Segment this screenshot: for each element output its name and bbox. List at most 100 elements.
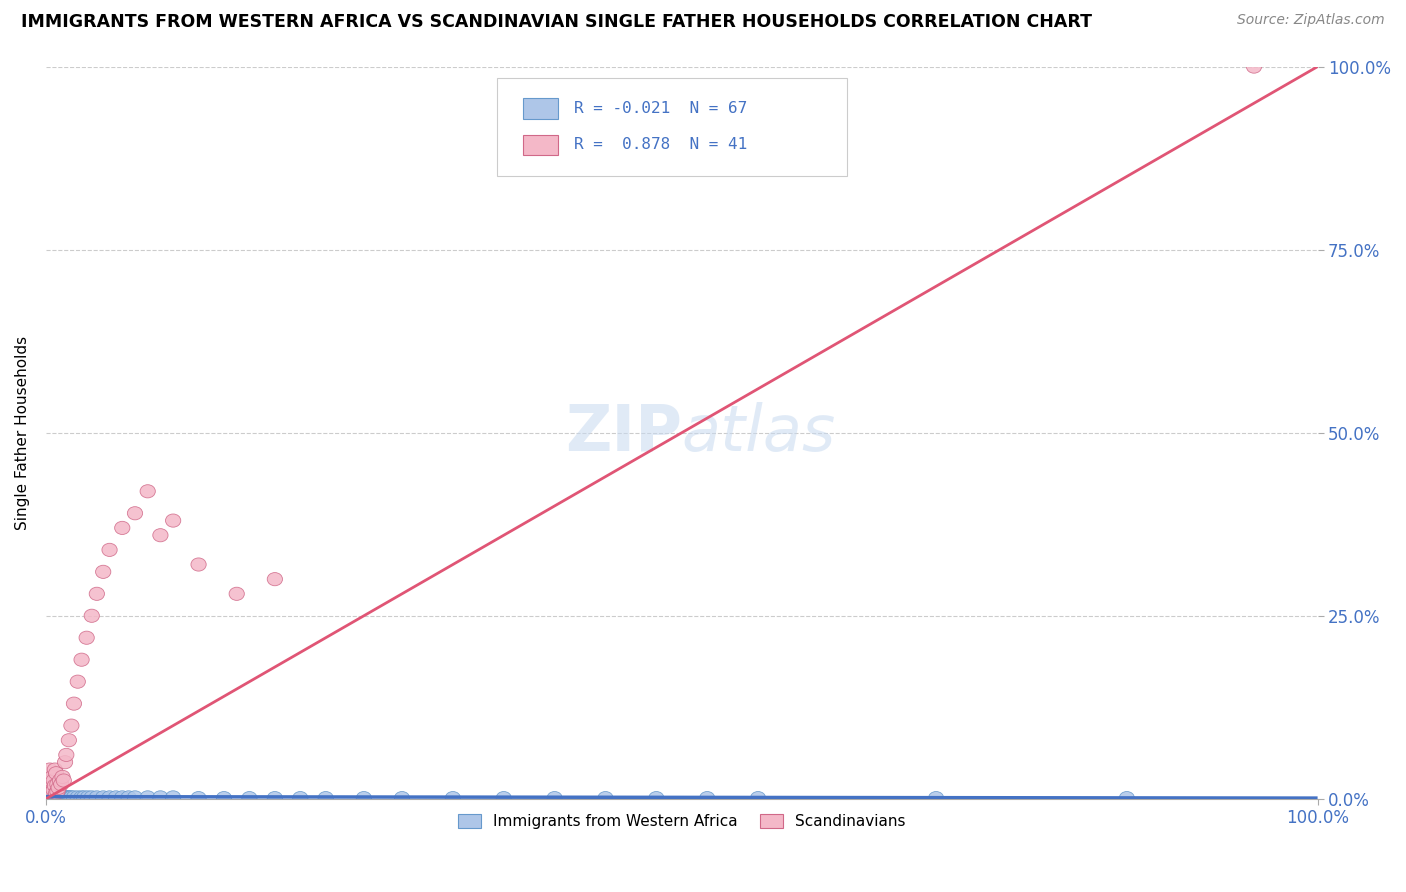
Ellipse shape — [128, 791, 142, 804]
Ellipse shape — [101, 543, 117, 557]
Legend: Immigrants from Western Africa, Scandinavians: Immigrants from Western Africa, Scandina… — [451, 808, 912, 835]
Ellipse shape — [598, 791, 613, 805]
Ellipse shape — [108, 791, 124, 804]
Ellipse shape — [53, 791, 69, 804]
Ellipse shape — [58, 791, 73, 804]
Text: R =  0.878  N = 41: R = 0.878 N = 41 — [574, 137, 747, 153]
Ellipse shape — [46, 791, 62, 804]
Ellipse shape — [42, 778, 58, 791]
Ellipse shape — [44, 789, 59, 802]
Ellipse shape — [84, 609, 100, 623]
Ellipse shape — [496, 791, 512, 805]
Ellipse shape — [42, 789, 58, 803]
Ellipse shape — [49, 791, 65, 804]
Ellipse shape — [80, 791, 96, 804]
Ellipse shape — [62, 791, 76, 804]
Ellipse shape — [217, 791, 232, 805]
Ellipse shape — [49, 787, 63, 799]
Ellipse shape — [318, 791, 333, 805]
Ellipse shape — [292, 791, 308, 805]
Ellipse shape — [39, 790, 55, 803]
Ellipse shape — [128, 507, 142, 520]
Ellipse shape — [55, 791, 70, 804]
Ellipse shape — [75, 791, 89, 804]
Text: IMMIGRANTS FROM WESTERN AFRICA VS SCANDINAVIAN SINGLE FATHER HOUSEHOLDS CORRELAT: IMMIGRANTS FROM WESTERN AFRICA VS SCANDI… — [21, 13, 1092, 31]
Text: ZIP: ZIP — [565, 401, 682, 464]
Ellipse shape — [55, 771, 70, 783]
FancyBboxPatch shape — [523, 98, 558, 119]
Ellipse shape — [96, 791, 111, 804]
Ellipse shape — [648, 791, 664, 805]
Ellipse shape — [58, 756, 73, 769]
Ellipse shape — [751, 791, 766, 805]
Ellipse shape — [66, 791, 82, 804]
Text: Source: ZipAtlas.com: Source: ZipAtlas.com — [1237, 13, 1385, 28]
Ellipse shape — [46, 790, 62, 803]
Ellipse shape — [1246, 60, 1261, 73]
Ellipse shape — [115, 791, 129, 804]
Ellipse shape — [42, 788, 58, 801]
Ellipse shape — [395, 791, 409, 805]
Ellipse shape — [166, 514, 181, 527]
Ellipse shape — [51, 790, 66, 803]
Text: R = -0.021  N = 67: R = -0.021 N = 67 — [574, 101, 747, 116]
Ellipse shape — [101, 791, 117, 804]
Ellipse shape — [45, 789, 60, 803]
Ellipse shape — [191, 558, 207, 571]
Ellipse shape — [229, 587, 245, 600]
Ellipse shape — [70, 791, 86, 804]
Ellipse shape — [66, 697, 82, 710]
Ellipse shape — [42, 790, 58, 803]
Ellipse shape — [48, 790, 62, 803]
Ellipse shape — [41, 789, 56, 803]
Ellipse shape — [49, 785, 65, 798]
Ellipse shape — [242, 791, 257, 805]
Ellipse shape — [46, 783, 62, 797]
Text: atlas: atlas — [682, 401, 837, 464]
Ellipse shape — [96, 566, 111, 578]
Ellipse shape — [53, 790, 69, 803]
Ellipse shape — [59, 748, 75, 762]
Ellipse shape — [75, 653, 89, 666]
Ellipse shape — [63, 791, 79, 804]
Ellipse shape — [49, 766, 63, 780]
Ellipse shape — [45, 790, 60, 803]
Ellipse shape — [44, 774, 59, 787]
Ellipse shape — [191, 791, 207, 805]
Ellipse shape — [41, 781, 56, 795]
Ellipse shape — [89, 791, 104, 804]
Ellipse shape — [48, 763, 62, 776]
Ellipse shape — [267, 791, 283, 805]
Ellipse shape — [41, 789, 56, 802]
Ellipse shape — [153, 791, 169, 804]
Ellipse shape — [84, 791, 100, 804]
Ellipse shape — [62, 791, 77, 804]
Y-axis label: Single Father Households: Single Father Households — [15, 335, 30, 530]
Ellipse shape — [53, 778, 69, 791]
Ellipse shape — [52, 790, 67, 803]
Ellipse shape — [42, 763, 58, 776]
Ellipse shape — [52, 791, 67, 804]
Ellipse shape — [60, 791, 75, 804]
Ellipse shape — [446, 791, 461, 805]
Ellipse shape — [52, 774, 67, 787]
Ellipse shape — [76, 791, 91, 804]
Ellipse shape — [166, 791, 181, 804]
FancyBboxPatch shape — [498, 78, 846, 177]
Ellipse shape — [115, 521, 129, 534]
Ellipse shape — [56, 774, 72, 787]
Ellipse shape — [45, 771, 60, 783]
Ellipse shape — [89, 587, 104, 600]
Ellipse shape — [153, 529, 169, 541]
Ellipse shape — [70, 675, 86, 689]
Ellipse shape — [51, 781, 66, 795]
FancyBboxPatch shape — [523, 135, 558, 155]
Ellipse shape — [356, 791, 371, 805]
Ellipse shape — [59, 791, 75, 804]
Ellipse shape — [63, 719, 79, 732]
Ellipse shape — [48, 779, 62, 792]
Ellipse shape — [547, 791, 562, 805]
Ellipse shape — [45, 785, 60, 798]
Ellipse shape — [928, 791, 943, 805]
Ellipse shape — [121, 791, 136, 804]
